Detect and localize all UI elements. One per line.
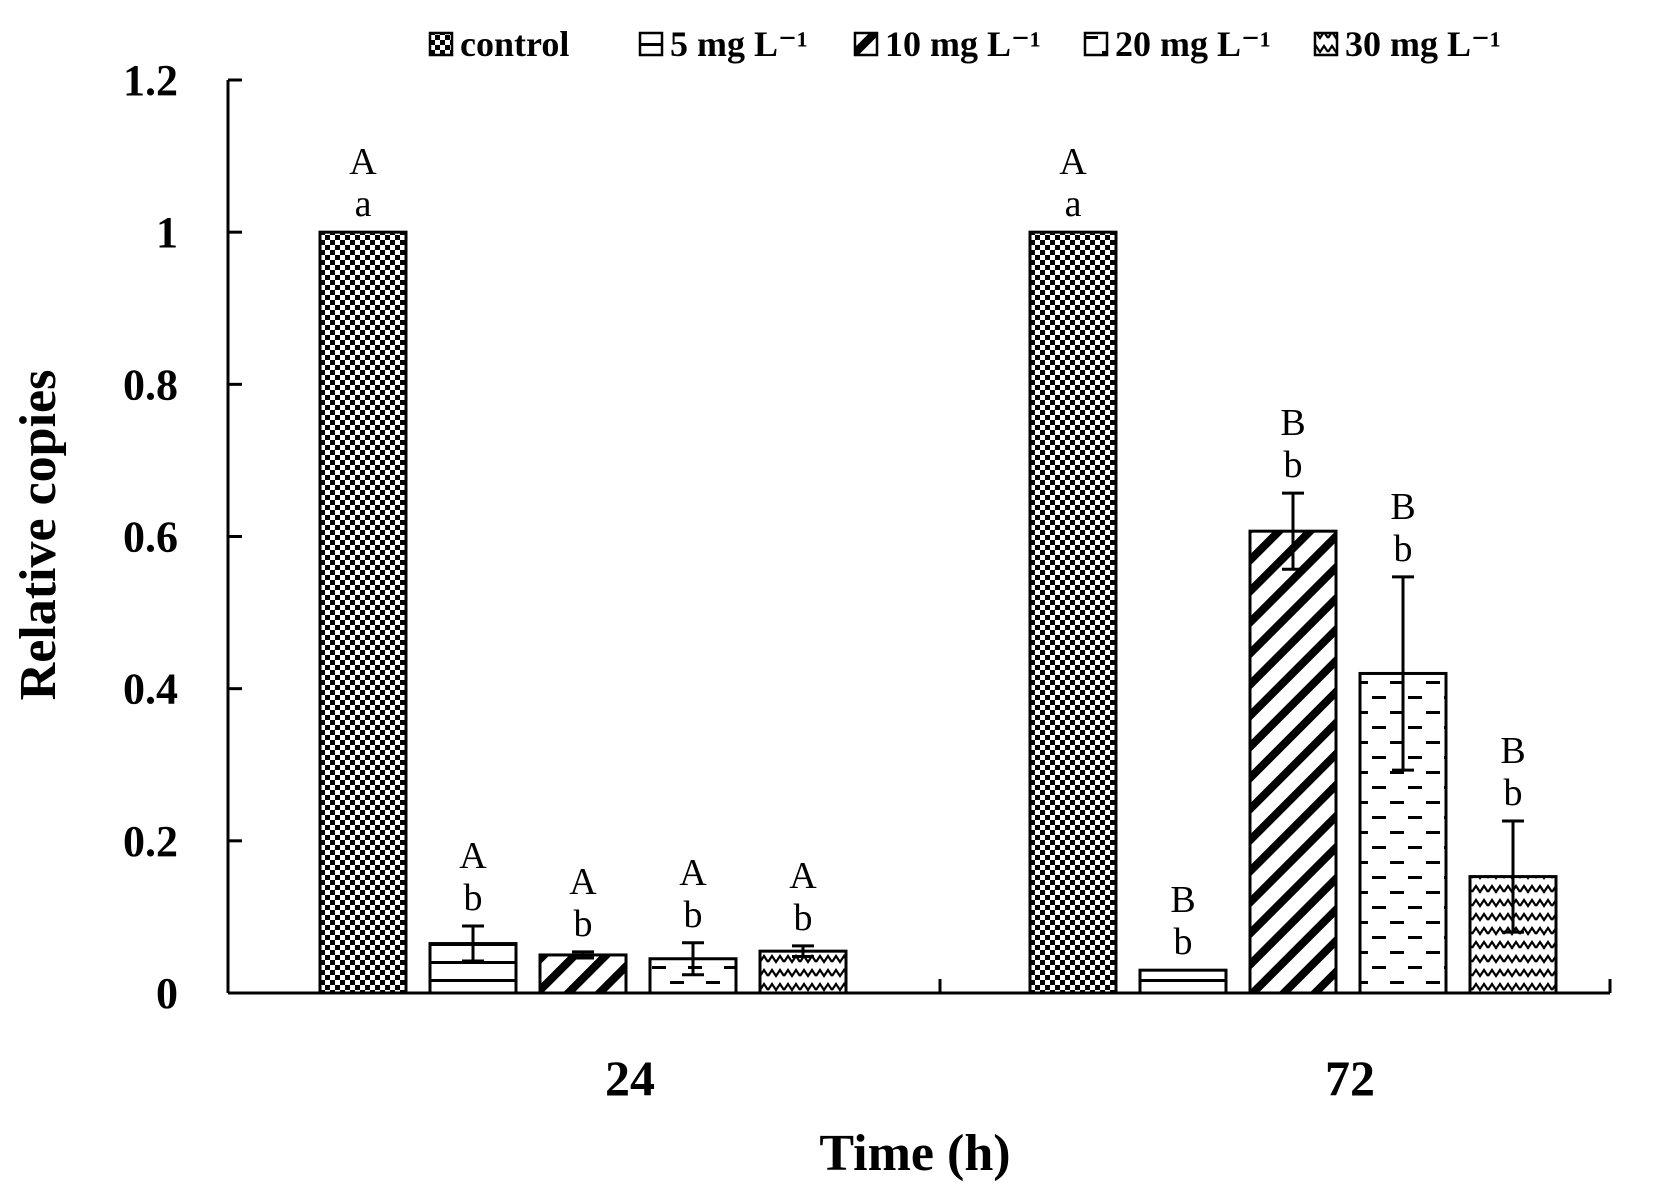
significance-letter-upper: B [1170,879,1195,921]
x-tick-label: 24 [605,1050,655,1106]
significance-letter-lower: b [794,897,813,939]
significance-letter-lower: a [1065,183,1082,225]
significance-letter-upper: B [1500,730,1525,772]
y-axis: 0 0.2 0.4 0.6 0.8 1 1.2 [123,56,242,1018]
significance-letter-lower: b [1504,772,1523,814]
significance-letter-lower: b [1394,528,1413,570]
legend-swatch [1313,31,1339,57]
significance-letter-upper: A [789,855,817,897]
significance-letter-lower: b [1284,444,1303,486]
y-tick-label: 0 [156,969,178,1018]
significance-letter-lower: b [574,903,593,945]
y-tick-label: 0.2 [123,817,178,866]
bar [1138,968,1228,995]
bar [1028,230,1118,995]
bar [1248,529,1338,995]
significance-letter-upper: B [1390,486,1415,528]
bars [318,230,1558,995]
significance-letter-lower: a [355,183,372,225]
legend-swatch [853,31,879,57]
legend-label: 10 mg L⁻¹ [885,24,1041,64]
significance-letter-upper: A [349,141,377,183]
legend-label: 30 mg L⁻¹ [1345,24,1501,64]
significance-letter-lower: b [464,877,483,919]
legend-label: 20 mg L⁻¹ [1115,24,1271,64]
y-tick-label: 1.2 [123,56,178,105]
legend-swatch [428,31,454,57]
y-tick-label: 1 [156,208,178,257]
bar [318,230,408,995]
legend-swatch [1083,31,1109,57]
bar [538,953,628,995]
y-tick-label: 0.6 [123,513,178,562]
significance-letter-lower: b [684,894,703,936]
significance-letter-lower: b [1174,921,1193,963]
legend-swatch [638,31,664,57]
significance-letter-upper: A [459,835,487,877]
x-tick-label: 72 [1325,1050,1375,1106]
significance-letter-upper: B [1280,402,1305,444]
x-axis: 24 72 [226,979,1612,1106]
legend-label: 5 mg L⁻¹ [670,24,808,64]
y-axis-title: Relative copies [10,370,67,701]
y-tick-label: 0.4 [123,665,178,714]
bar [758,949,848,995]
legend-label: control [460,24,569,64]
significance-letter-upper: A [1059,141,1087,183]
legend: control 5 mg L⁻¹ 10 mg L⁻¹ 20 mg L⁻¹ 30 mg L… [428,24,1501,64]
x-axis-title: Time (h) [819,1125,1010,1182]
y-tick-label: 0.8 [123,360,178,409]
significance-letter-upper: A [569,861,597,903]
significance-letter-upper: A [679,852,707,894]
